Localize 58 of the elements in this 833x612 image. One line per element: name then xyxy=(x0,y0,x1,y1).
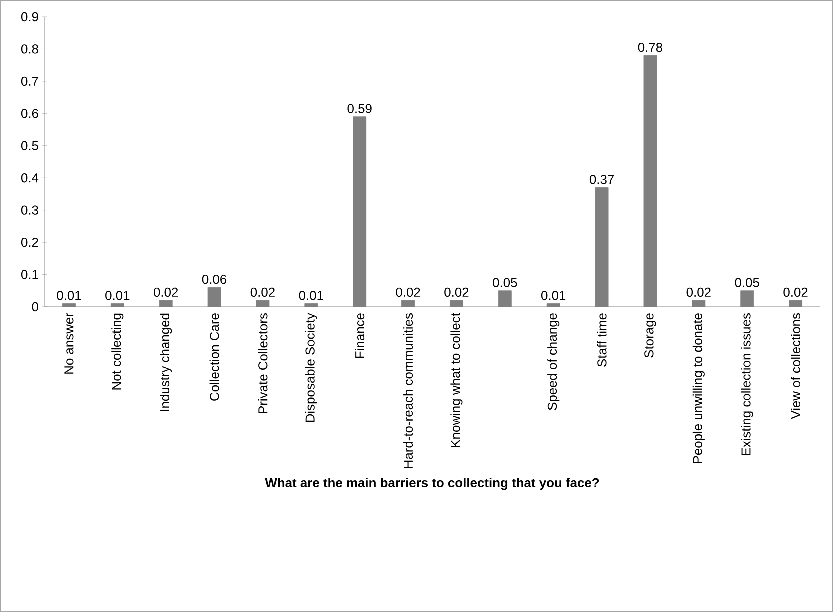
data-label: 0.01 xyxy=(106,291,130,300)
x-tick-label: Knowing what to collect xyxy=(450,313,463,448)
bar xyxy=(256,300,270,308)
bar xyxy=(595,188,609,308)
data-label: 0.78 xyxy=(638,42,663,52)
x-tick-label: Storage xyxy=(644,314,656,358)
bar xyxy=(402,300,415,308)
y-tick-label: 0.8 xyxy=(21,44,38,54)
data-label: 0.02 xyxy=(154,288,178,298)
data-label: 0.02 xyxy=(784,288,808,298)
y-tick-label: 0.2 xyxy=(21,238,38,248)
x-tick-label: Finance xyxy=(355,314,365,358)
bar xyxy=(208,287,222,308)
y-tick-label: 0.9 xyxy=(21,12,38,22)
x-tick-label: View of collections xyxy=(791,314,801,420)
bar xyxy=(692,300,706,308)
data-label: 0.02 xyxy=(686,288,711,298)
bar xyxy=(110,304,124,308)
x-tick-label: Collection Care xyxy=(210,314,220,401)
y-tick-label: 0.5 xyxy=(21,141,38,150)
x-tick-label: Staff time xyxy=(597,314,607,367)
data-label: 0.06 xyxy=(202,274,227,284)
x-tick-label: People unwilling to donate xyxy=(692,314,705,464)
bar xyxy=(304,304,318,308)
data-label: 0.59 xyxy=(348,104,372,114)
y-tick-label: 0.1 xyxy=(21,270,38,280)
y-tick-label: 0.4 xyxy=(21,174,39,183)
bar xyxy=(353,116,367,308)
bar xyxy=(546,304,560,308)
data-label: 0.01 xyxy=(57,291,82,300)
x-tick-label: Not collecting xyxy=(112,314,124,390)
x-tick-label: Existing collection issues xyxy=(741,314,754,456)
x-tick-label: Speed of change xyxy=(548,314,560,410)
y-tick-label: 0 xyxy=(32,302,38,312)
bar xyxy=(644,55,658,308)
data-label: 0.02 xyxy=(444,288,469,298)
y-tick-label: 0.3 xyxy=(21,206,38,215)
data-label: 0.05 xyxy=(493,278,518,288)
x-axis-title: What are the main barriers to collecting that you face? xyxy=(265,478,600,490)
data-label: 0.01 xyxy=(541,291,566,300)
x-tick-label: Private Collectors xyxy=(258,314,268,414)
x-tick-label: No answer xyxy=(64,313,74,374)
y-tick-label: 0.6 xyxy=(21,109,38,118)
bar xyxy=(498,290,512,308)
bar xyxy=(789,300,802,308)
x-tick-label: Disposable Society xyxy=(305,313,318,422)
data-label: 0.37 xyxy=(590,175,614,184)
bar xyxy=(159,300,173,308)
bar xyxy=(450,300,464,308)
bar xyxy=(62,304,76,308)
data-label: 0.02 xyxy=(250,288,275,298)
data-label: 0.05 xyxy=(735,278,760,288)
y-tick-label: 0.7 xyxy=(21,76,38,86)
data-label: 0.01 xyxy=(299,291,324,300)
bar xyxy=(740,290,754,308)
data-label: 0.02 xyxy=(396,288,420,298)
x-tick-label: Industry changed xyxy=(160,314,172,412)
x-tick-label: Hard-to-reach communities xyxy=(404,314,414,468)
